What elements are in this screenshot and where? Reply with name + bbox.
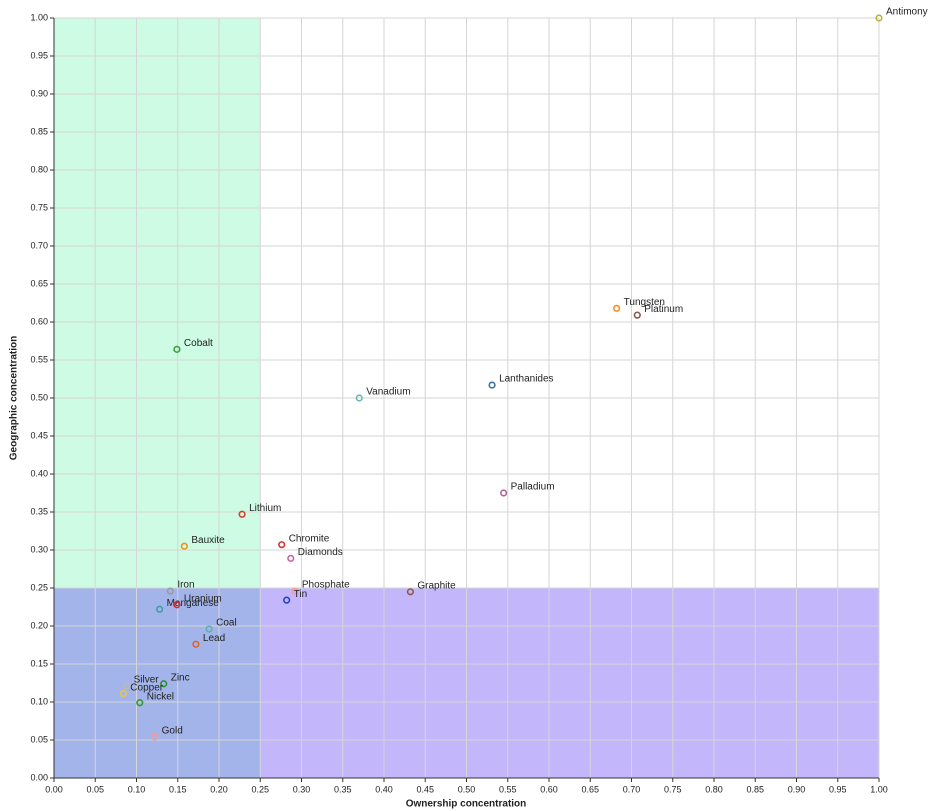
y-tick-label: 0.65 (30, 278, 48, 288)
point-label: Phosphate (302, 580, 350, 591)
x-tick-label: 0.45 (416, 784, 434, 794)
x-tick-label: 0.85 (746, 784, 764, 794)
y-axis-label: Geographic concentration (9, 336, 20, 460)
x-tick-label: 0.05 (86, 784, 104, 794)
point (166, 587, 174, 595)
point-label: Graphite (417, 580, 456, 591)
point (119, 690, 127, 698)
point (875, 14, 883, 22)
point-label: Uranium (184, 593, 222, 604)
point (151, 733, 159, 741)
point-label: Tin (294, 589, 308, 600)
x-tick-label: 0.20 (210, 784, 228, 794)
point (287, 554, 295, 562)
y-tick-label: 0.70 (30, 240, 48, 250)
y-tick-label: 0.80 (30, 164, 48, 174)
point (205, 625, 213, 633)
point-label: Copper (130, 682, 163, 693)
x-tick-label: 0.10 (128, 784, 146, 794)
point-label: Lanthanides (499, 374, 554, 385)
x-tick-label: 0.80 (705, 784, 723, 794)
x-tick-label: 1.00 (870, 784, 888, 794)
x-tick-label: 0.50 (458, 784, 476, 794)
point (192, 640, 200, 648)
x-tick-label: 0.40 (375, 784, 393, 794)
point (173, 345, 181, 353)
point-label: Tungsten (624, 297, 665, 308)
point (156, 605, 164, 613)
y-tick-label: 1.00 (30, 12, 48, 22)
region (54, 18, 261, 588)
x-tick-label: 0.95 (829, 784, 847, 794)
point-label: Manganese (167, 598, 220, 609)
y-tick-label: 0.45 (30, 430, 48, 440)
x-tick-label: 0.25 (251, 784, 269, 794)
y-tick-label: 0.40 (30, 468, 48, 478)
point (136, 699, 144, 707)
point-label: Vanadium (366, 387, 410, 398)
x-tick-label: 0.60 (540, 784, 558, 794)
y-tick-label: 0.50 (30, 392, 48, 402)
point (500, 489, 508, 497)
x-axis-label: Ownership concentration (406, 799, 527, 810)
x-tick-label: 0.65 (581, 784, 599, 794)
x-tick-label: 0.30 (293, 784, 311, 794)
y-tick-label: 0.20 (30, 620, 48, 630)
x-tick-label: 0.00 (45, 784, 63, 794)
point (406, 588, 415, 596)
y-tick-label: 0.30 (30, 544, 48, 554)
x-tick-label: 0.15 (169, 784, 187, 794)
y-tick-label: 0.60 (30, 316, 48, 326)
x-tick-label: 0.35 (334, 784, 352, 794)
point (613, 304, 621, 312)
point (238, 510, 246, 518)
y-tick-label: 0.55 (30, 354, 48, 364)
x-tick-label: 0.70 (623, 784, 641, 794)
point-label: Zinc (171, 672, 190, 683)
y-tick-label: 0.25 (30, 582, 48, 592)
point (291, 587, 299, 595)
x-tick-label: 0.75 (664, 784, 682, 794)
point-label: Gold (162, 726, 183, 737)
point-label: Bauxite (191, 535, 225, 546)
point-label: Palladium (511, 482, 555, 493)
point-label: Iron (177, 580, 194, 591)
y-tick-label: 0.95 (30, 50, 48, 60)
point (278, 541, 286, 549)
point (633, 311, 641, 319)
y-tick-label: 0.05 (30, 734, 48, 744)
y-tick-label: 0.85 (30, 126, 48, 136)
point-label: Chromite (289, 533, 330, 544)
region (260, 588, 879, 778)
point-label: Platinum (644, 304, 683, 315)
point-label: Lithium (249, 503, 281, 514)
y-tick-label: 0.90 (30, 88, 48, 98)
point (283, 596, 291, 604)
point-label: Diamonds (298, 547, 343, 558)
point (355, 394, 363, 402)
point (173, 601, 181, 609)
point-label: Coal (216, 618, 237, 629)
y-tick-label: 0.15 (30, 658, 48, 668)
y-tick-label: 0.35 (30, 506, 48, 516)
point-label: Cobalt (184, 338, 213, 349)
point-label: Antimony (886, 7, 928, 18)
x-tick-label: 0.90 (788, 784, 806, 794)
point-label: Lead (203, 633, 225, 644)
y-tick-label: 0.10 (30, 696, 48, 706)
point-label: Silver (134, 675, 160, 686)
point (180, 542, 188, 550)
point (160, 680, 168, 688)
y-tick-label: 0.00 (30, 772, 48, 782)
point (488, 381, 496, 389)
point-label: Nickel (147, 691, 174, 702)
x-tick-label: 0.55 (499, 784, 517, 794)
point (122, 682, 131, 690)
y-tick-label: 0.75 (30, 202, 48, 212)
region (54, 588, 261, 778)
